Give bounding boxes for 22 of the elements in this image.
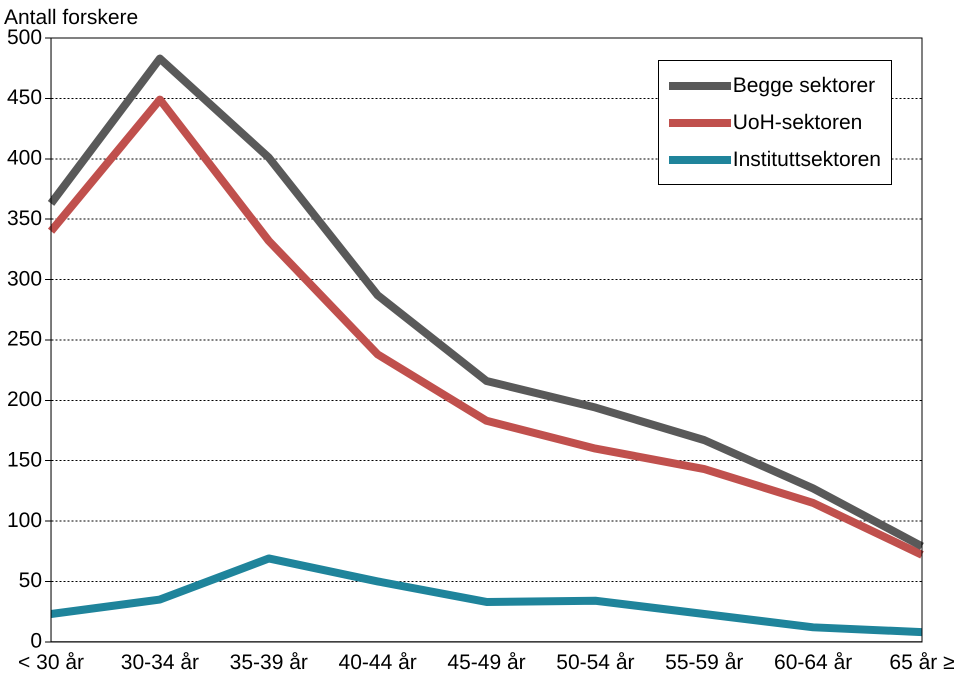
y-tick-label: 400 — [6, 146, 42, 170]
x-tick-label: 35-39 år — [230, 651, 308, 674]
y-tick-label: 300 — [6, 267, 42, 290]
x-tick-label: 55-59 år — [665, 651, 744, 674]
y-tick-label: 200 — [6, 388, 42, 412]
x-tick-label: 50-54 år — [556, 651, 635, 674]
y-tick-label: 0 — [30, 630, 42, 653]
legend-label: UoH-sektoren — [732, 110, 862, 134]
y-tick-label: 50 — [18, 569, 42, 592]
x-tick-label: 45-49 år — [447, 651, 526, 674]
x-tick-label: < 30 år — [18, 651, 84, 674]
x-tick-label: 60-64 år — [774, 651, 852, 674]
x-tick-label: 40-44 år — [338, 651, 417, 674]
x-tick-label: 30-34 år — [120, 651, 200, 674]
legend-label: Instituttsektoren — [732, 148, 881, 172]
legend-label: Begge sektorer — [732, 74, 876, 98]
y-tick-label: 150 — [6, 448, 42, 472]
y-tick-label: 350 — [6, 206, 42, 230]
x-tick-label: 65 år ≥ — [889, 651, 955, 674]
y-tick-label: 450 — [6, 86, 42, 110]
y-tick-label: 250 — [6, 328, 42, 351]
y-tick-label: 100 — [6, 508, 42, 532]
